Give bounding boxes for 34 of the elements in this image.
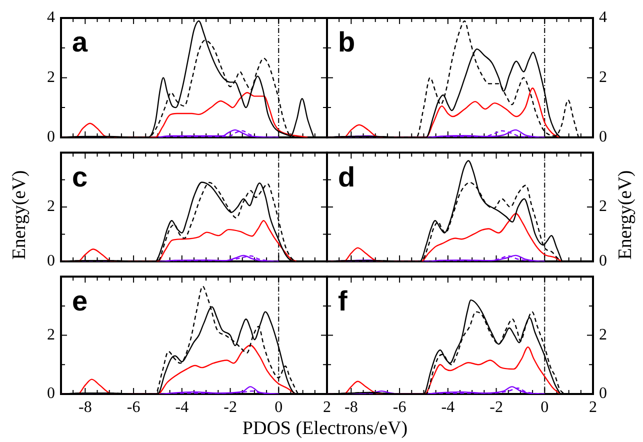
y-tick-label: 0	[47, 128, 55, 146]
y-tick-label: 2	[599, 68, 607, 86]
x-tick-label: 0	[540, 398, 549, 416]
x-tick-label: -6	[392, 398, 406, 416]
x-axis-title: PDOS (Electrons/eV)	[241, 418, 409, 440]
x-tick-label: -4	[175, 398, 189, 416]
x-tick-label: -8	[78, 398, 92, 416]
x-tick-label: 0	[274, 398, 283, 416]
annotation: c	[72, 161, 88, 192]
y-tick-label: 2	[47, 68, 55, 86]
y-tick-label: 0	[599, 385, 607, 402]
y-axis-title: Energy(eV)	[8, 170, 30, 260]
x-tick-label: -2	[490, 398, 503, 416]
x-tick-label: -6	[126, 398, 140, 416]
x-tick-label: -4	[441, 398, 455, 416]
x-tick-label: -2	[224, 398, 237, 416]
y-tick-label: 2	[599, 326, 607, 344]
y-axis-title: Energy(eV)	[614, 170, 636, 260]
y-tick-label: 0	[599, 252, 607, 270]
y-tick-label: 2	[47, 198, 55, 216]
annotation: f	[338, 285, 348, 316]
annotation: b	[338, 26, 356, 58]
y-tick-label: 4	[47, 9, 55, 26]
y-tick-label: 2	[47, 326, 55, 344]
y-tick-label: 2	[599, 198, 607, 216]
y-tick-label: 0	[47, 385, 55, 402]
x-tick-label: -8	[344, 398, 358, 416]
annotation: a	[72, 26, 88, 58]
y-tick-label: 4	[599, 9, 607, 26]
y-tick-label: 0	[599, 128, 607, 146]
y-tick-label: 0	[47, 252, 55, 270]
annotation: d	[338, 161, 356, 192]
annotation: e	[72, 285, 88, 316]
x-tick-label: 2	[323, 398, 331, 416]
